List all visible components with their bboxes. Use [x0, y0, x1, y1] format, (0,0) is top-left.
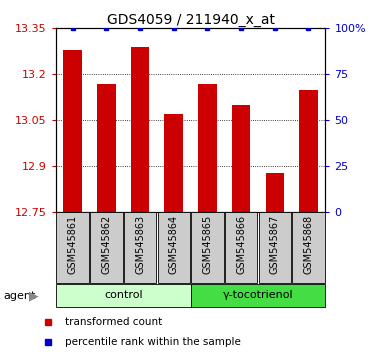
Text: GSM545861: GSM545861 [68, 215, 78, 274]
Bar [97, 84, 115, 212]
Bar [299, 90, 318, 212]
Bar [90, 212, 122, 283]
Text: percentile rank within the sample: percentile rank within the sample [65, 337, 241, 348]
Bar [164, 114, 183, 212]
Bar [131, 47, 149, 212]
Text: GSM545863: GSM545863 [135, 215, 145, 274]
Text: γ-tocotrienol: γ-tocotrienol [223, 290, 293, 300]
Bar [292, 212, 325, 283]
Text: control: control [104, 290, 142, 300]
Bar [232, 105, 250, 212]
Bar [64, 50, 82, 212]
Bar [57, 212, 89, 283]
Text: GSM545865: GSM545865 [203, 215, 213, 274]
Bar [198, 84, 217, 212]
Text: GSM545862: GSM545862 [101, 215, 111, 274]
Text: GSM545864: GSM545864 [169, 215, 179, 274]
Text: agent: agent [4, 291, 36, 301]
Bar [266, 172, 284, 212]
Text: GSM545866: GSM545866 [236, 215, 246, 274]
Bar [191, 212, 224, 283]
Bar [56, 285, 191, 307]
Bar [191, 285, 325, 307]
Bar [157, 212, 190, 283]
Bar [225, 212, 257, 283]
Text: GSM545868: GSM545868 [303, 215, 313, 274]
Title: GDS4059 / 211940_x_at: GDS4059 / 211940_x_at [107, 13, 275, 27]
Text: GSM545867: GSM545867 [270, 215, 280, 274]
Bar [259, 212, 291, 283]
Text: ▶: ▶ [29, 289, 38, 302]
Text: transformed count: transformed count [65, 317, 163, 327]
Bar [124, 212, 156, 283]
